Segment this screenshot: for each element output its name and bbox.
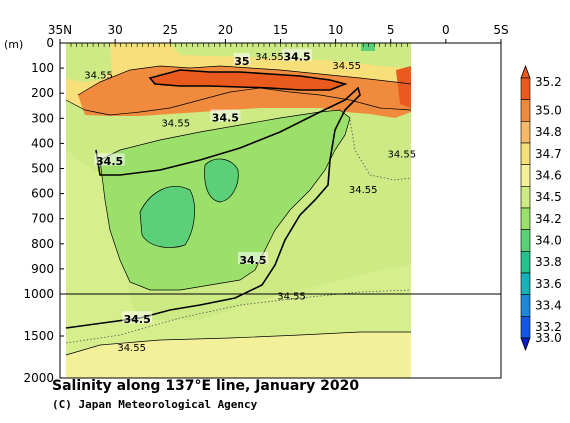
x-tick-label: 25 (163, 23, 178, 37)
chart-credit: (C) Japan Meteorological Agency (52, 398, 258, 411)
field-low-core-west (140, 186, 195, 248)
colorbar-segment (520, 251, 531, 274)
colorbar-segment (520, 77, 531, 100)
colorbar-label: 34.8 (535, 125, 562, 139)
colorbar-label: 34.2 (535, 212, 562, 226)
colorbar-segment (520, 121, 531, 144)
contour-34-6 (65, 87, 412, 116)
colorbar-bottom-arrow (520, 337, 531, 352)
colorbar-segment (520, 99, 531, 122)
contour-label: 35 (234, 55, 249, 68)
y-tick-label: 500 (31, 162, 54, 176)
colorbar-segment (520, 229, 531, 252)
y-tick-label: 600 (31, 187, 54, 201)
field-surface-patch-west (66, 43, 112, 82)
contour-34-55-east (349, 119, 412, 181)
colorbar-label: 33.8 (535, 255, 562, 269)
contour-34-5-main (65, 86, 361, 329)
field-35-2-core (150, 70, 345, 90)
colorbar-label: 34.6 (535, 169, 562, 183)
contour-label: 34.55 (387, 150, 416, 161)
contour-lines (65, 65, 412, 356)
y-tick-label: 1500 (23, 329, 54, 343)
contour-label: 34.55 (255, 52, 284, 63)
colorbar-label: 35.0 (535, 104, 562, 118)
colorbar-label: 33.4 (535, 299, 562, 313)
colorbar-segment (520, 164, 531, 187)
colorbar-segment (520, 272, 531, 295)
y-tick-label: 100 (31, 61, 54, 75)
contour-label: 34.55 (277, 292, 306, 303)
contour-label: 34.5 (96, 155, 123, 168)
contour-34-2 (99, 109, 351, 291)
contour-label: 34.55 (161, 118, 190, 129)
colorbar-segment (520, 186, 531, 209)
contour-label-bg (233, 53, 250, 66)
y-tick-label: 1000 (23, 287, 54, 301)
x-tick-label: 35N (48, 23, 72, 37)
x-tick-label: 5 (387, 23, 395, 37)
contour-label: 34.55 (332, 61, 361, 72)
contour-label: 34.5 (283, 51, 310, 64)
colorbar-label: 33.2 (535, 320, 562, 334)
field-low-core-east (204, 158, 239, 202)
contour-34-55-dotted (65, 119, 412, 344)
contour-label: 34.5 (239, 254, 266, 267)
x-tick-label: 30 (107, 23, 122, 37)
colorbar-segment (520, 316, 531, 339)
y-tick-label: 300 (31, 111, 54, 125)
colorbar-segment (520, 207, 531, 230)
y-tick-label: 400 (31, 136, 54, 150)
station-ticks (70, 43, 408, 47)
contour-label-bg (237, 252, 268, 265)
colorbar-label: 34.0 (535, 234, 562, 248)
colorbar-label: 34.7 (535, 147, 562, 161)
contour-34-0-west (139, 186, 195, 248)
x-tick-label: 5S (493, 23, 508, 37)
x-axis: 35N 30 25 20 15 10 5 0 5S (48, 23, 509, 43)
y-axis-unit-label: (m) (4, 38, 23, 51)
x-tick-label: 15 (273, 23, 288, 37)
salinity-field (65, 43, 412, 378)
x-tick-label: 0 (442, 23, 450, 37)
field-deep-band (66, 150, 411, 378)
colorbar-label: 34.5 (535, 190, 562, 204)
field-surface-fresh-spot (361, 43, 375, 51)
contour-35-0 (148, 69, 348, 91)
chart-title: Salinity along 137°E line, January 2020 (52, 378, 360, 394)
colorbar: 35.2 35.0 34.8 34.7 34.6 34.5 34.2 34.0 33.8 33.6… (520, 64, 562, 352)
field-35-2-edge (396, 66, 411, 108)
contour-label: 34.55 (117, 343, 146, 354)
colorbar-label: 35.2 (535, 75, 562, 89)
y-axis: 0 100 200 300 400 500 600 700 800 900 1000 1500 2000 (23, 36, 64, 385)
colorbar-top-arrow (520, 64, 531, 79)
contour-label-bg (282, 48, 313, 61)
contour-34-0-east (204, 158, 239, 203)
contour-label-bg (210, 109, 241, 122)
contour-label-bg (122, 311, 153, 324)
contour-label: 34.5 (124, 313, 151, 326)
contour-34-45 (65, 331, 411, 356)
y-tick-label: 900 (31, 262, 54, 276)
y-tick-label: 800 (31, 237, 54, 251)
colorbar-label: 33.6 (535, 277, 562, 291)
y-tick-label: 700 (31, 212, 54, 226)
y-tick-label: 200 (31, 86, 54, 100)
field-bottom-yellow (66, 332, 411, 378)
contour-34-5-bold (65, 69, 361, 329)
contour-label: 34.55 (349, 185, 378, 196)
y-tick-label: 2000 (23, 371, 54, 385)
y-tick-label: 0 (46, 36, 54, 50)
colorbar-label: 33.0 (535, 331, 562, 345)
colorbar-segment (520, 294, 531, 317)
contour-label-bg (94, 153, 125, 166)
x-tick-label: 10 (328, 23, 343, 37)
contour-34-8 (77, 65, 412, 96)
colorbar-segment (520, 142, 531, 165)
x-tick-label: 20 (218, 23, 233, 37)
contour-label: 34.5 (212, 111, 239, 124)
contour-label: 34.55 (84, 71, 113, 82)
